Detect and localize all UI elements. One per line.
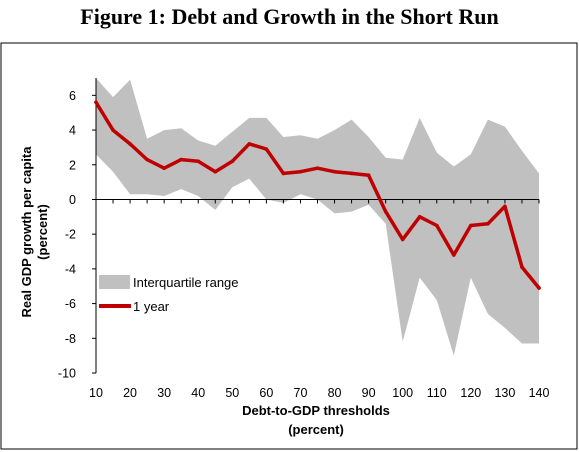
one-year-point	[315, 166, 320, 171]
x-tick-label: 100	[392, 386, 413, 400]
x-axis-label-line1: Debt-to-GDP thresholds	[242, 403, 390, 418]
x-tick-label: 90	[362, 386, 376, 400]
x-tick-label: 70	[294, 386, 308, 400]
chart-title: Figure 1: Debt and Growth in the Short R…	[80, 4, 499, 29]
one-year-point	[349, 171, 354, 176]
one-year-point	[230, 159, 235, 164]
x-tick-label: 60	[259, 386, 273, 400]
one-year-point	[213, 169, 218, 174]
one-year-point	[366, 173, 371, 177]
legend-label-line: 1 year	[133, 299, 170, 314]
one-year-point	[111, 128, 115, 132]
x-tick-label: 80	[328, 386, 342, 400]
interquartile-band	[96, 78, 539, 356]
y-tick-label: -8	[65, 332, 76, 346]
x-tick-label: 30	[157, 386, 171, 400]
one-year-point	[145, 157, 149, 162]
one-year-point	[179, 157, 183, 162]
x-tick-label: 20	[123, 386, 137, 400]
y-axis-label-line2: (percent)	[35, 204, 50, 260]
one-year-point	[264, 147, 269, 151]
one-year-point	[503, 204, 507, 209]
one-year-point	[469, 223, 473, 228]
y-tick-label: -2	[65, 228, 76, 242]
x-tick-label: 110	[427, 386, 447, 400]
x-tick-label: 130	[494, 386, 515, 400]
one-year-point	[520, 265, 524, 269]
one-year-point	[94, 100, 98, 105]
one-year-point	[486, 221, 490, 226]
one-year-point	[332, 169, 337, 174]
one-year-point	[434, 223, 439, 228]
y-tick-label: 6	[69, 89, 76, 103]
chart-frame	[0, 42, 578, 450]
y-axis-label-line1: Real GDP growth per capita	[19, 146, 34, 318]
x-axis-label-line2: (percent)	[288, 422, 344, 437]
band-layer	[96, 78, 539, 356]
one-year-point	[417, 215, 422, 219]
x-tick-label: 120	[460, 386, 481, 400]
one-year-point	[537, 286, 541, 290]
legend-swatch-band	[99, 275, 130, 289]
one-year-point	[162, 166, 166, 171]
one-year-point	[400, 237, 405, 242]
x-tick-label: 40	[191, 386, 205, 400]
x-tick-label: 140	[529, 386, 550, 400]
one-year-point	[281, 171, 286, 176]
x-tick-label: 50	[225, 386, 239, 400]
one-year-point	[383, 209, 388, 214]
y-tick-label: 4	[69, 124, 76, 138]
legend-label-band: Interquartile range	[133, 275, 239, 290]
one-year-point	[196, 159, 201, 164]
one-year-point	[298, 169, 303, 174]
one-year-point	[247, 142, 252, 146]
one-year-point	[452, 253, 456, 257]
x-tick-label: 10	[89, 386, 103, 400]
y-tick-label: -4	[65, 262, 76, 276]
one-year-point	[128, 142, 132, 146]
y-tick-label: 2	[69, 158, 76, 172]
line-layer	[94, 100, 541, 290]
legend: Interquartile range 1 year	[99, 275, 239, 314]
y-tick-label: 0	[69, 193, 76, 207]
y-tick-label: -10	[58, 367, 76, 381]
y-tick-label: -6	[65, 297, 76, 311]
